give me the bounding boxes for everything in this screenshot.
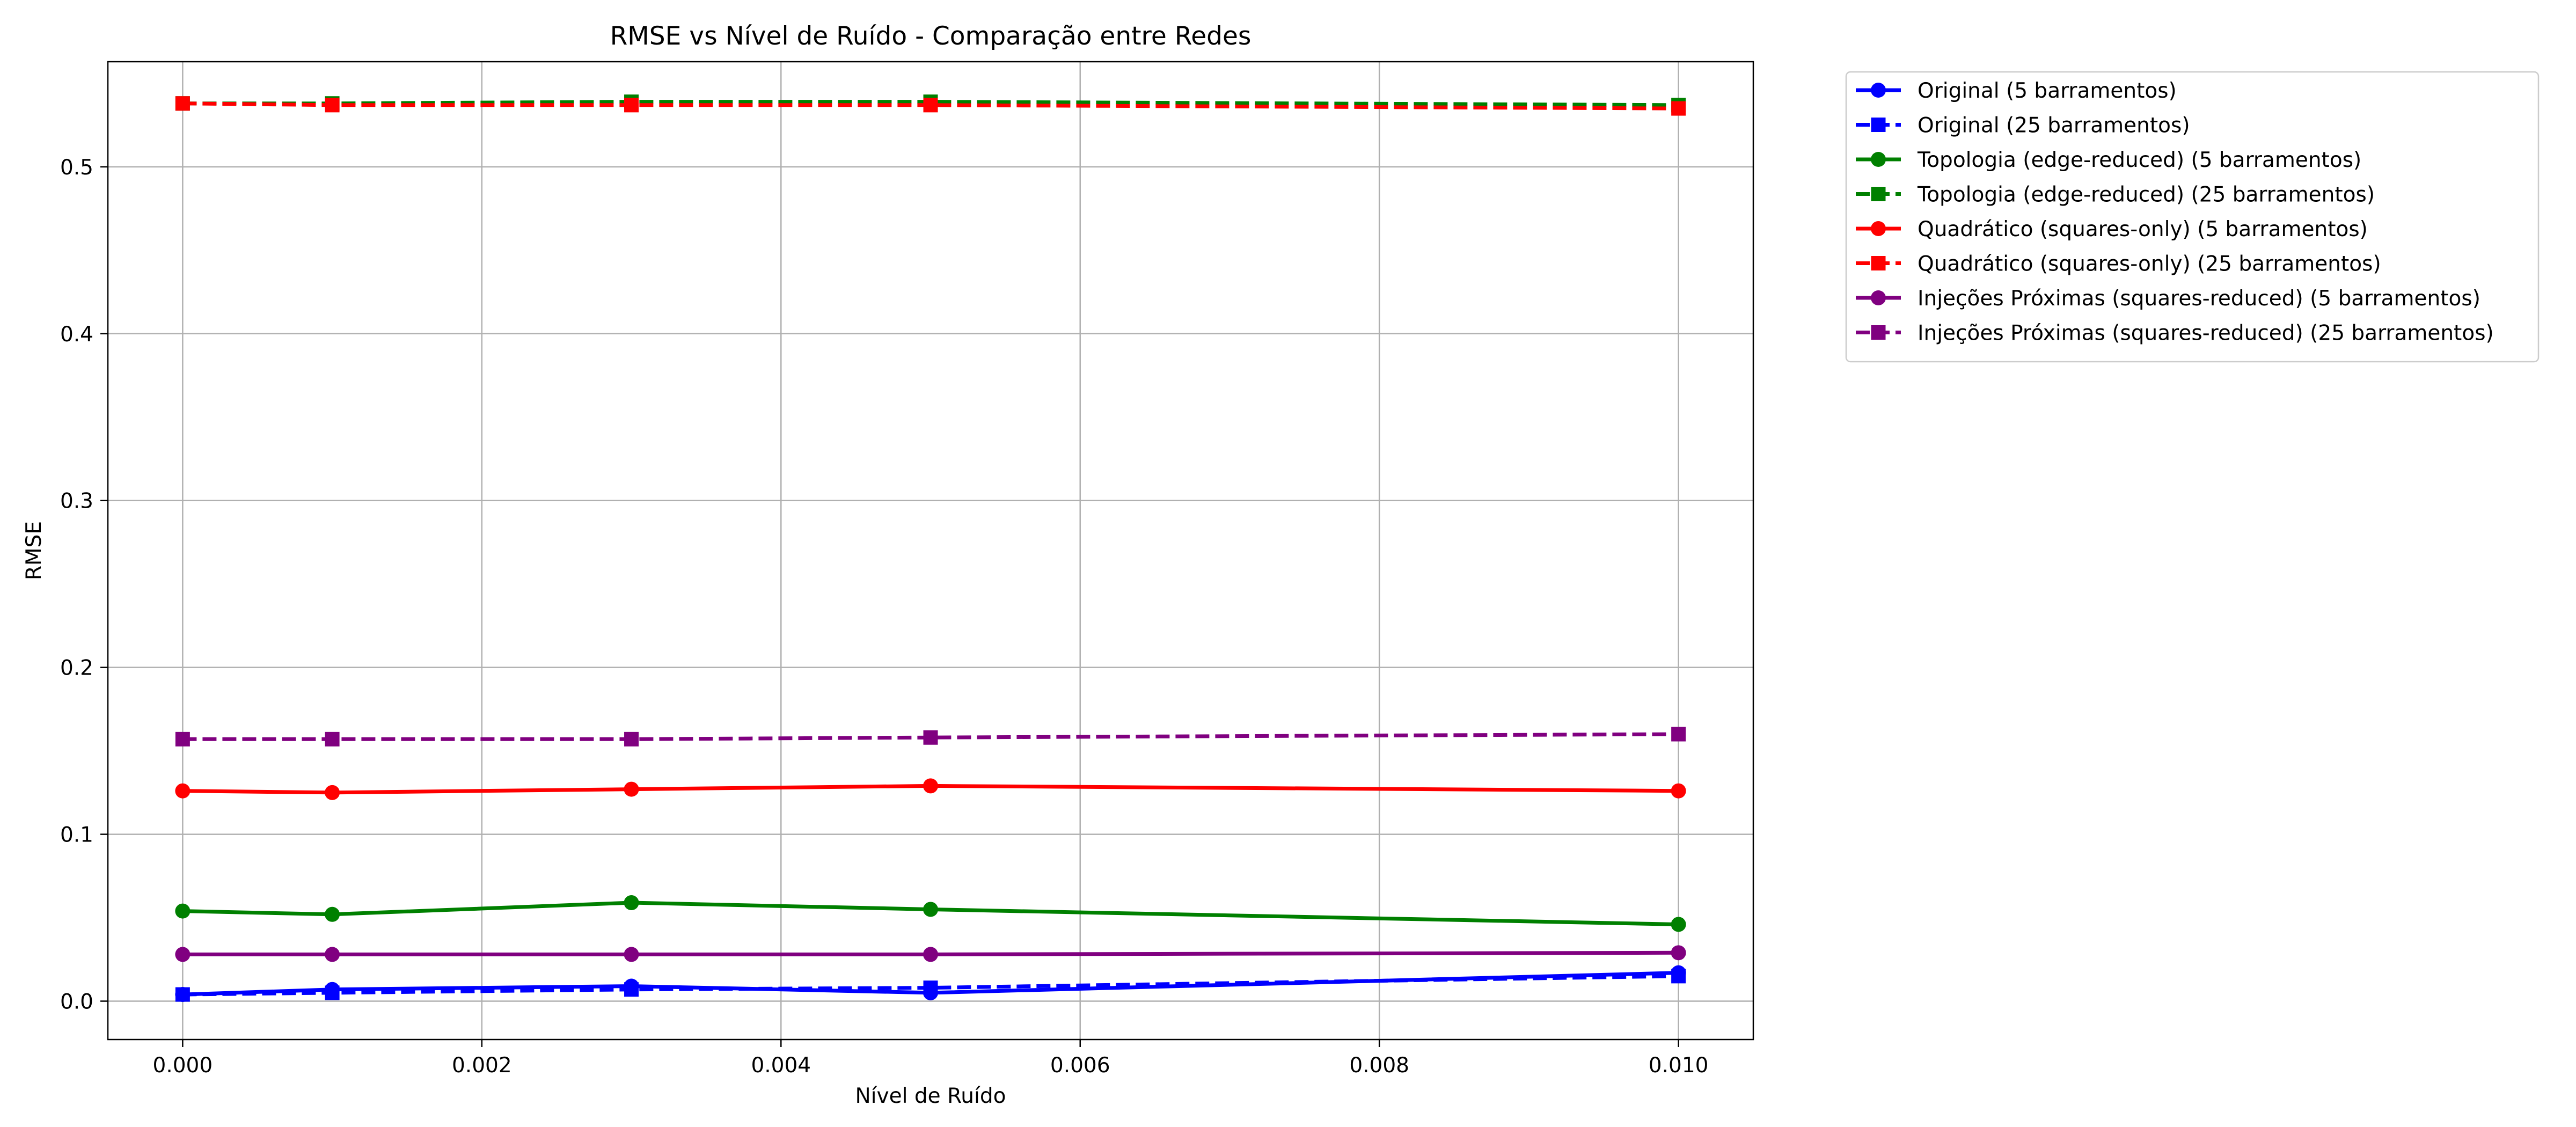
legend-label: Injeções Próximas (squares-reduced) (5 b… — [1918, 287, 2480, 311]
data-point — [624, 98, 639, 113]
data-point — [175, 783, 191, 799]
chart-title: RMSE vs Nível de Ruído - Comparação entr… — [610, 21, 1252, 51]
legend-marker — [1871, 256, 1886, 270]
data-point — [1671, 783, 1686, 799]
data-point — [624, 947, 639, 962]
data-point — [325, 985, 340, 1000]
data-point — [325, 906, 340, 922]
x-axis-ticks: 0.000 0.002 0.004 0.006 0.008 0.010 — [153, 1040, 1709, 1078]
y-tick-label: 0.0 — [60, 990, 93, 1014]
legend-marker — [1871, 221, 1886, 236]
legend-label: Original (25 barramentos) — [1918, 114, 2190, 138]
legend-marker — [1871, 118, 1886, 132]
data-point — [624, 731, 639, 747]
data-point — [175, 96, 190, 111]
legend-label: Original (5 barramentos) — [1918, 79, 2177, 103]
series-markers — [175, 94, 1686, 1002]
legend-label: Topologia (edge-reduced) (25 barramentos… — [1917, 183, 2375, 207]
data-point — [923, 980, 938, 996]
data-point — [175, 731, 190, 747]
y-tick-label: 0.4 — [60, 323, 93, 347]
legend: Original (5 barramentos) Original (25 bar… — [1845, 71, 2540, 363]
legend-marker — [1871, 325, 1886, 340]
data-point — [325, 731, 340, 747]
data-point — [1671, 917, 1686, 932]
data-point — [923, 902, 938, 917]
y-tick-label: 0.2 — [60, 656, 93, 680]
x-tick-label: 0.008 — [1349, 1053, 1409, 1078]
x-tick-label: 0.002 — [452, 1053, 512, 1078]
data-point — [175, 947, 191, 962]
data-point — [923, 778, 938, 794]
plot-area-frame — [107, 61, 1754, 1041]
legend-label: Quadrático (squares-only) (25 barramento… — [1918, 252, 2381, 276]
legend-frame — [1845, 71, 2540, 363]
legend-label: Injeções Próximas (squares-reduced) (25 … — [1918, 321, 2494, 346]
legend-marker — [1871, 83, 1886, 98]
y-axis-label: RMSE — [22, 521, 46, 580]
data-point — [175, 903, 191, 919]
data-point — [1671, 969, 1686, 984]
x-axis-label: Nível de Ruído — [855, 1084, 1006, 1108]
y-axis-ticks: 0.0 0.1 0.2 0.3 0.4 0.5 — [60, 156, 108, 1014]
x-tick-label: 0.004 — [751, 1053, 811, 1078]
y-tick-label: 0.5 — [60, 156, 93, 180]
data-point — [325, 98, 340, 113]
x-tick-label: 0.006 — [1050, 1053, 1110, 1078]
data-point — [923, 730, 938, 745]
y-tick-label: 0.1 — [60, 823, 93, 847]
data-point — [624, 781, 639, 797]
data-point — [1671, 727, 1686, 742]
legend-label: Quadrático (squares-only) (5 barramentos… — [1918, 217, 2368, 241]
legend-label: Topologia (edge-reduced) (5 barramentos) — [1917, 148, 2361, 172]
data-point — [923, 98, 938, 113]
data-point — [624, 895, 639, 911]
data-point — [923, 947, 938, 962]
legend-marker — [1871, 187, 1886, 201]
y-tick-label: 0.3 — [60, 489, 93, 514]
data-point — [1671, 101, 1686, 116]
grid-lines — [108, 62, 1753, 1040]
legend-marker — [1871, 152, 1886, 167]
legend-marker — [1871, 290, 1886, 305]
x-tick-label: 0.010 — [1649, 1053, 1709, 1078]
data-point — [325, 947, 340, 962]
data-point — [175, 987, 190, 1002]
data-point — [325, 785, 340, 800]
data-point — [624, 982, 639, 997]
x-tick-label: 0.000 — [153, 1053, 213, 1078]
data-point — [1671, 945, 1686, 961]
